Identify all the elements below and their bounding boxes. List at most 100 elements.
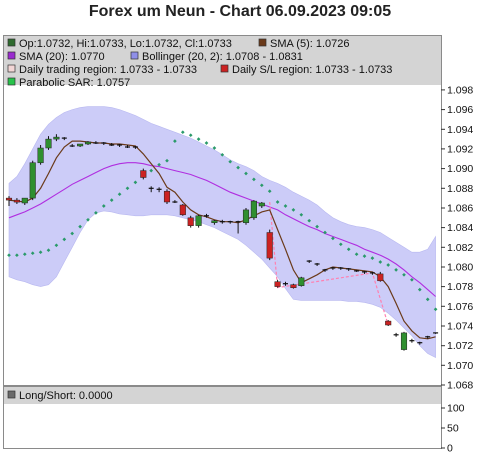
legend-label: SMA (5): 1.0726 bbox=[270, 38, 350, 50]
lower-legend-swatch bbox=[7, 390, 16, 399]
candle-body bbox=[21, 197, 28, 204]
sar-dot bbox=[275, 200, 280, 204]
sar-dot bbox=[22, 252, 27, 257]
sar-dot bbox=[252, 177, 256, 182]
sar-dot bbox=[180, 130, 185, 135]
candle-body bbox=[195, 215, 202, 226]
sar-dot bbox=[417, 287, 422, 292]
price-tick-label: 1.068 bbox=[447, 380, 473, 392]
sar-dot bbox=[267, 189, 272, 194]
sar-dot bbox=[165, 158, 169, 163]
daily-sl-path bbox=[269, 201, 389, 326]
legend-swatch bbox=[258, 38, 267, 47]
lower-tick-label: 0 bbox=[447, 443, 453, 455]
sar-dot bbox=[378, 260, 383, 264]
sar-dot bbox=[196, 137, 201, 141]
sar-dot bbox=[125, 186, 130, 191]
candle-body bbox=[5, 197, 13, 201]
sar-dot bbox=[30, 251, 35, 256]
candle-body bbox=[179, 204, 186, 216]
sar-dot bbox=[331, 236, 335, 241]
candle-body bbox=[140, 170, 147, 178]
sar-dot bbox=[101, 204, 106, 208]
lower-legend-background bbox=[4, 387, 441, 404]
sar-dot bbox=[78, 224, 82, 229]
candle-body bbox=[84, 141, 92, 145]
legend-label: Daily trading region: 1.0733 - 1.0733 bbox=[19, 64, 197, 76]
sar-dot bbox=[315, 224, 319, 229]
price-tick-label: 1.070 bbox=[447, 360, 473, 372]
lower-legend-label: Long/Short: 0.0000 bbox=[19, 390, 113, 402]
candle-body bbox=[187, 217, 194, 226]
legend-label: Op:1.0732, Hi:1.0733, Lo:1.0732, Cl:1.07… bbox=[19, 38, 232, 50]
sar-dot bbox=[70, 231, 75, 236]
legend-background bbox=[4, 36, 441, 85]
price-tick-label: 1.094 bbox=[447, 124, 473, 136]
sar-dot bbox=[299, 212, 304, 217]
price-tick-label: 1.082 bbox=[447, 242, 473, 254]
sar-dot bbox=[109, 198, 114, 202]
sar-dot bbox=[204, 141, 209, 145]
legend-label: Daily S/L region: 1.0733 - 1.0733 bbox=[232, 64, 392, 76]
candle-body bbox=[298, 277, 305, 286]
legend-swatch bbox=[220, 64, 229, 73]
price-tick-label: 1.088 bbox=[447, 183, 473, 195]
legend-label: Bollinger (20, 2): 1.0708 - 1.0831 bbox=[142, 51, 303, 63]
legend-label: Parabolic SAR: 1.0757 bbox=[19, 77, 130, 89]
sar-dot bbox=[86, 217, 90, 222]
price-tick-label: 1.084 bbox=[447, 222, 473, 234]
sar-dot bbox=[157, 162, 161, 167]
sar-dot bbox=[307, 218, 312, 223]
lower-tick-label: 100 bbox=[447, 403, 465, 415]
sar-dot bbox=[410, 277, 414, 282]
candle-body bbox=[266, 232, 273, 259]
sar-dot bbox=[228, 159, 233, 164]
candle-body bbox=[211, 220, 218, 223]
sar-dot bbox=[38, 250, 43, 255]
sar-dot bbox=[433, 307, 438, 312]
candle-body bbox=[385, 320, 392, 326]
price-tick-label: 1.074 bbox=[447, 321, 473, 333]
candle-body bbox=[250, 200, 257, 219]
sar-dot bbox=[370, 256, 375, 260]
legend-label: SMA (20): 1.0770 bbox=[19, 51, 105, 63]
candle-body bbox=[242, 209, 250, 223]
sar-dot bbox=[362, 254, 367, 258]
plot-layer bbox=[5, 106, 439, 358]
sar-dot bbox=[133, 180, 138, 185]
sar-dot bbox=[236, 165, 240, 170]
sar-dot bbox=[220, 152, 225, 157]
price-tick-label: 1.078 bbox=[447, 281, 473, 293]
candle-body bbox=[400, 332, 408, 350]
sar-dot bbox=[149, 168, 154, 173]
price-tick-label: 1.096 bbox=[447, 104, 473, 116]
sar-dot bbox=[46, 248, 51, 253]
sar-dot bbox=[259, 183, 264, 188]
sar-dot bbox=[354, 252, 359, 257]
legend-swatch bbox=[7, 77, 16, 86]
price-tick-label: 1.080 bbox=[447, 262, 473, 274]
sar-dot bbox=[346, 247, 351, 252]
sar-dot bbox=[188, 133, 193, 138]
price-tick-label: 1.092 bbox=[447, 143, 473, 155]
price-tick-label: 1.072 bbox=[447, 340, 473, 352]
candle-body bbox=[377, 273, 384, 282]
sar-dot bbox=[15, 253, 19, 258]
price-tick-label: 1.090 bbox=[447, 163, 473, 175]
sar-dot bbox=[291, 208, 296, 212]
sar-dot bbox=[212, 146, 217, 150]
sar-dot bbox=[425, 297, 430, 302]
price-axis: 1.098 1.096 1.094 1.092 1.090 1.088 1.086 1.084… bbox=[441, 84, 473, 392]
sar-dot bbox=[117, 192, 122, 197]
sar-dot bbox=[283, 204, 288, 208]
price-tick-label: 1.076 bbox=[447, 301, 473, 313]
lower-panel: Long/Short: 0.0000 100 50 0 bbox=[7, 390, 465, 455]
sar-dot bbox=[323, 230, 327, 235]
candle-body bbox=[13, 199, 20, 203]
candle-body bbox=[29, 162, 36, 199]
candle-body bbox=[37, 147, 44, 164]
sar-dot bbox=[394, 268, 398, 272]
price-tick-label: 1.098 bbox=[447, 84, 473, 96]
price-tick-label: 1.086 bbox=[447, 203, 473, 215]
